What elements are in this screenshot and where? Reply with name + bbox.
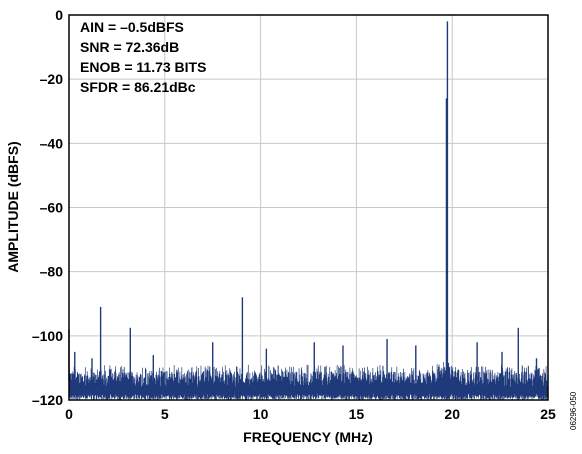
y-axis-label: AMPLITUDE (dBFS)	[5, 141, 21, 272]
y-tick-label: –60	[40, 200, 64, 216]
spur-series	[68, 21, 538, 381]
x-tick-label: 15	[349, 406, 365, 422]
x-tick-label: 20	[444, 406, 460, 422]
annotation-line: SFDR = 86.21dBc	[80, 79, 196, 95]
plot-area-frame	[68, 14, 549, 401]
y-tick-label: –100	[32, 328, 63, 344]
y-tick-label: –20	[40, 71, 64, 87]
y-tick-label: –120	[32, 392, 63, 408]
x-tick-label: 25	[540, 406, 556, 422]
y-tick-label: –80	[40, 264, 64, 280]
x-axis-label: FREQUENCY (MHz)	[243, 429, 373, 445]
annotation-box: AIN = –0.5dBFS SNR = 72.36dB ENOB = 11.73 …	[80, 19, 206, 95]
annotation-line: AIN = –0.5dBFS	[80, 19, 184, 35]
figure-id: 06296-050	[569, 391, 578, 430]
noise-floor-trace	[68, 362, 549, 400]
y-tick-label: –40	[40, 135, 64, 151]
x-tick-labels: 0 5 10 15 20 25	[65, 406, 556, 422]
y-tick-labels: 0 –20 –40 –60 –80 –100 –120	[32, 7, 63, 408]
x-tick-label: 10	[253, 406, 269, 422]
y-tick-label: 0	[55, 7, 63, 23]
x-tick-label: 5	[161, 406, 169, 422]
noise-floor-series	[68, 362, 549, 400]
x-tick-label: 0	[65, 406, 73, 422]
annotation-line: ENOB = 11.73 BITS	[80, 59, 206, 75]
annotation-line: SNR = 72.36dB	[80, 39, 179, 55]
